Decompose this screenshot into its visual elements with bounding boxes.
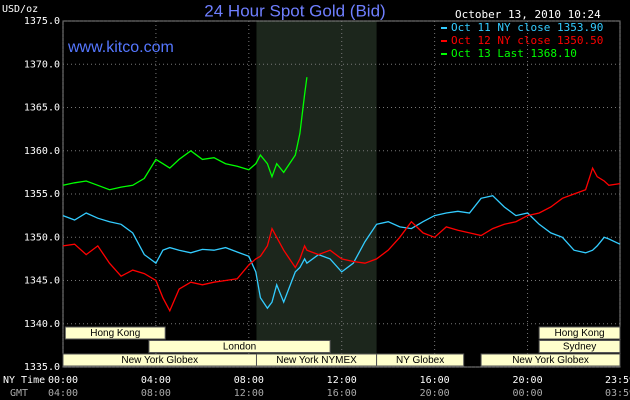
x2-tick-label: 12:00 bbox=[234, 388, 264, 399]
x2-tick-label: 16:00 bbox=[327, 388, 357, 399]
session-bar bbox=[480, 353, 621, 367]
session-bar bbox=[538, 340, 621, 353]
timestamp: October 13, 2010 10:24 bbox=[455, 8, 601, 21]
y-tick-label: 1370.0 bbox=[24, 59, 60, 70]
x-tick-label: 00:00 bbox=[48, 375, 78, 386]
chart-title: 24 Hour Spot Gold (Bid) bbox=[204, 1, 385, 20]
y-tick-label: 1360.0 bbox=[24, 146, 60, 157]
session-label: New York NYMEX bbox=[276, 355, 357, 366]
session-label: Hong Kong bbox=[555, 328, 605, 339]
session-label: Sydney bbox=[563, 342, 596, 353]
y-axis-label: USD/oz bbox=[2, 4, 38, 15]
legend-label: Oct 13 Last 1368.10 bbox=[451, 47, 577, 60]
session-label: New York Globex bbox=[512, 355, 589, 366]
x2-tick-label: 08:00 bbox=[141, 388, 171, 399]
x2-axis-label: GMT bbox=[10, 388, 28, 399]
x-tick-label: 12:00 bbox=[327, 375, 357, 386]
session-label: New York Globex bbox=[121, 355, 198, 366]
highlight-band bbox=[256, 21, 377, 367]
legend-label: Oct 12 NY close 1350.50 bbox=[451, 34, 603, 47]
x-tick-label: 23:59 bbox=[605, 375, 630, 386]
y-tick-label: 1335.0 bbox=[24, 362, 60, 373]
session-label: Hong Kong bbox=[90, 328, 140, 339]
session-bar bbox=[538, 326, 621, 340]
session-bar bbox=[64, 326, 166, 340]
session-label: NY Globex bbox=[396, 355, 444, 366]
x2-tick-label: 03:59 bbox=[605, 388, 630, 399]
session-label: London bbox=[223, 342, 256, 353]
line-series bbox=[62, 77, 308, 191]
site: www.kitco.com bbox=[67, 39, 174, 56]
x2-tick-label: 04:00 bbox=[48, 388, 78, 399]
x-tick-label: 20:00 bbox=[512, 375, 542, 386]
line-series bbox=[62, 166, 621, 313]
y-tick-label: 1365.0 bbox=[24, 103, 60, 114]
y-tick-label: 1340.0 bbox=[24, 319, 60, 330]
x-axis-label: NY Time bbox=[3, 375, 45, 386]
x-tick-label: 08:00 bbox=[234, 375, 264, 386]
x2-tick-label: 00:00 bbox=[512, 388, 542, 399]
y-tick-label: 1350.0 bbox=[24, 232, 60, 243]
legend-label: Oct 11 NY close 1353.90 bbox=[451, 21, 603, 34]
session-bar bbox=[376, 353, 465, 367]
x-tick-label: 04:00 bbox=[141, 375, 171, 386]
session-bar bbox=[148, 340, 331, 353]
x-tick-label: 16:00 bbox=[420, 375, 450, 386]
y-tick-label: 1355.0 bbox=[24, 189, 60, 200]
y-tick-label: 1345.0 bbox=[24, 276, 60, 287]
x2-tick-label: 20:00 bbox=[420, 388, 450, 399]
y-tick-label: 1375.0 bbox=[24, 16, 60, 27]
